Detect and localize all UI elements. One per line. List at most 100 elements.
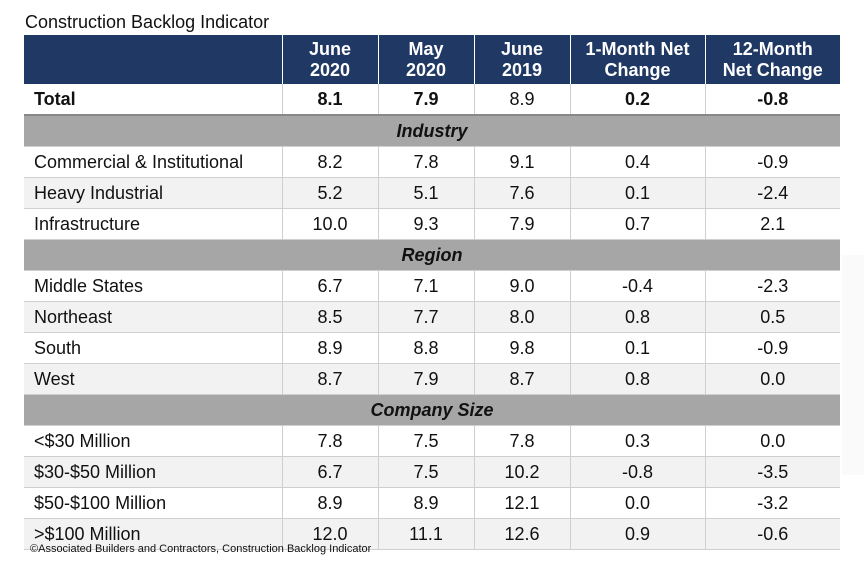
table-row: Middle States 6.7 7.1 9.0 -0.4 -2.3	[24, 270, 840, 302]
table-cell: 0.1	[570, 332, 706, 364]
table-cell: 6.7	[282, 456, 379, 488]
table-cell: 6.7	[282, 270, 379, 302]
header-cell-12-month-change: 12-Month Net Change	[705, 35, 840, 84]
table-cell: 8.9	[282, 332, 379, 364]
header-cell-may-2020: May 2020	[378, 35, 475, 84]
table-cell: 8.7	[474, 363, 571, 395]
table-row: West 8.7 7.9 8.7 0.8 0.0	[24, 363, 840, 395]
table-cell: 0.2	[570, 84, 706, 116]
table-cell: 0.0	[705, 363, 840, 395]
table-cell: 9.8	[474, 332, 571, 364]
table-cell: 8.8	[378, 332, 475, 364]
row-label: Northeast	[24, 301, 283, 333]
row-label: Infrastructure	[24, 208, 283, 240]
table-row: South 8.9 8.8 9.8 0.1 -0.9	[24, 332, 840, 364]
row-label: <$30 Million	[24, 425, 283, 457]
table-cell: 10.0	[282, 208, 379, 240]
table-cell: 8.0	[474, 301, 571, 333]
table-cell: 12.1	[474, 487, 571, 519]
header-row: June 2020 May 2020 June 2019 1-Month Net Cha…	[24, 35, 840, 84]
header-cell-june-2019: June 2019	[474, 35, 571, 84]
table-cell: -2.3	[705, 270, 840, 302]
section-label: Region	[24, 239, 840, 271]
table-cell: 0.4	[570, 146, 706, 178]
row-label: West	[24, 363, 283, 395]
table-cell: -0.4	[570, 270, 706, 302]
table-cell: 7.9	[378, 363, 475, 395]
section-label: Company Size	[24, 394, 840, 426]
table-cell: 0.0	[570, 487, 706, 519]
row-label: >$100 Million	[24, 518, 283, 550]
section-header-industry: Industry	[24, 115, 840, 147]
table-cell: 7.6	[474, 177, 571, 209]
table-cell: 0.1	[570, 177, 706, 209]
table-cell: 0.5	[705, 301, 840, 333]
table-cell: 8.1	[282, 84, 379, 116]
row-label: $30-$50 Million	[24, 456, 283, 488]
row-label: Commercial & Institutional	[24, 146, 283, 178]
table-cell: -0.9	[705, 146, 840, 178]
table-cell: -0.6	[705, 518, 840, 550]
total-row: Total 8.1 7.9 8.9 0.2 -0.8	[24, 84, 840, 116]
table-row: Northeast 8.5 7.7 8.0 0.8 0.5	[24, 301, 840, 333]
table-cell: 5.2	[282, 177, 379, 209]
table-cell: 9.0	[474, 270, 571, 302]
table-cell: -3.5	[705, 456, 840, 488]
table-cell: 8.9	[282, 487, 379, 519]
row-label: Total	[24, 84, 283, 116]
table-row: Heavy Industrial 5.2 5.1 7.6 0.1 -2.4	[24, 177, 840, 209]
table-cell: 7.8	[474, 425, 571, 457]
table-cell: 8.2	[282, 146, 379, 178]
table-title: Construction Backlog Indicator	[25, 12, 270, 32]
table-cell: 0.3	[570, 425, 706, 457]
table-cell: 7.9	[378, 84, 475, 116]
table-cell: 8.9	[474, 84, 571, 116]
table-cell: 7.8	[282, 425, 379, 457]
table-cell: 0.7	[570, 208, 706, 240]
header-cell-1-month-change: 1-Month Net Change	[570, 35, 706, 84]
background-panel	[842, 255, 864, 475]
table-cell: 5.1	[378, 177, 475, 209]
table-cell: 7.5	[378, 456, 475, 488]
table-cell: 8.7	[282, 363, 379, 395]
table-row: $30-$50 Million 6.7 7.5 10.2 -0.8 -3.5	[24, 456, 840, 488]
table-row: Commercial & Institutional 8.2 7.8 9.1 0…	[24, 146, 840, 178]
table-cell: 10.2	[474, 456, 571, 488]
table-cell: -2.4	[705, 177, 840, 209]
table-cell: 11.1	[378, 518, 475, 550]
section-header-company-size: Company Size	[24, 394, 840, 426]
table-cell: 7.7	[378, 301, 475, 333]
table-cell: 0.8	[570, 301, 706, 333]
table-cell: 9.1	[474, 146, 571, 178]
source-footnote: ©Associated Builders and Contractors, Co…	[30, 543, 372, 555]
header-cell-label	[24, 35, 283, 84]
table-row: <$30 Million 7.8 7.5 7.8 0.3 0.0	[24, 425, 840, 457]
table-cell: 7.5	[378, 425, 475, 457]
table-cell: 0.8	[570, 363, 706, 395]
table-cell: 7.1	[378, 270, 475, 302]
table-cell: 7.8	[378, 146, 475, 178]
table-row: Infrastructure 10.0 9.3 7.9 0.7 2.1	[24, 208, 840, 240]
header-cell-june-2020: June 2020	[282, 35, 379, 84]
backlog-table: June 2020 May 2020 June 2019 1-Month Net Cha…	[24, 35, 840, 550]
table-cell: 12.0	[282, 518, 379, 550]
table-cell: -0.8	[705, 84, 840, 116]
table-cell: -3.2	[705, 487, 840, 519]
table-cell: 8.5	[282, 301, 379, 333]
table-cell: -0.8	[570, 456, 706, 488]
row-label: South	[24, 332, 283, 364]
table-row: >$100 Million 12.0 11.1 12.6 0.9 -0.6	[24, 518, 840, 550]
section-header-region: Region	[24, 239, 840, 271]
table-cell: 0.9	[570, 518, 706, 550]
section-label: Industry	[24, 115, 840, 147]
table-row: $50-$100 Million 8.9 8.9 12.1 0.0 -3.2	[24, 487, 840, 519]
table-cell: 9.3	[378, 208, 475, 240]
table-cell: 2.1	[705, 208, 840, 240]
row-label: Heavy Industrial	[24, 177, 283, 209]
table-cell: 8.9	[378, 487, 475, 519]
row-label: Middle States	[24, 270, 283, 302]
table-cell: 7.9	[474, 208, 571, 240]
table-cell: -0.9	[705, 332, 840, 364]
row-label: $50-$100 Million	[24, 487, 283, 519]
table-cell: 12.6	[474, 518, 571, 550]
